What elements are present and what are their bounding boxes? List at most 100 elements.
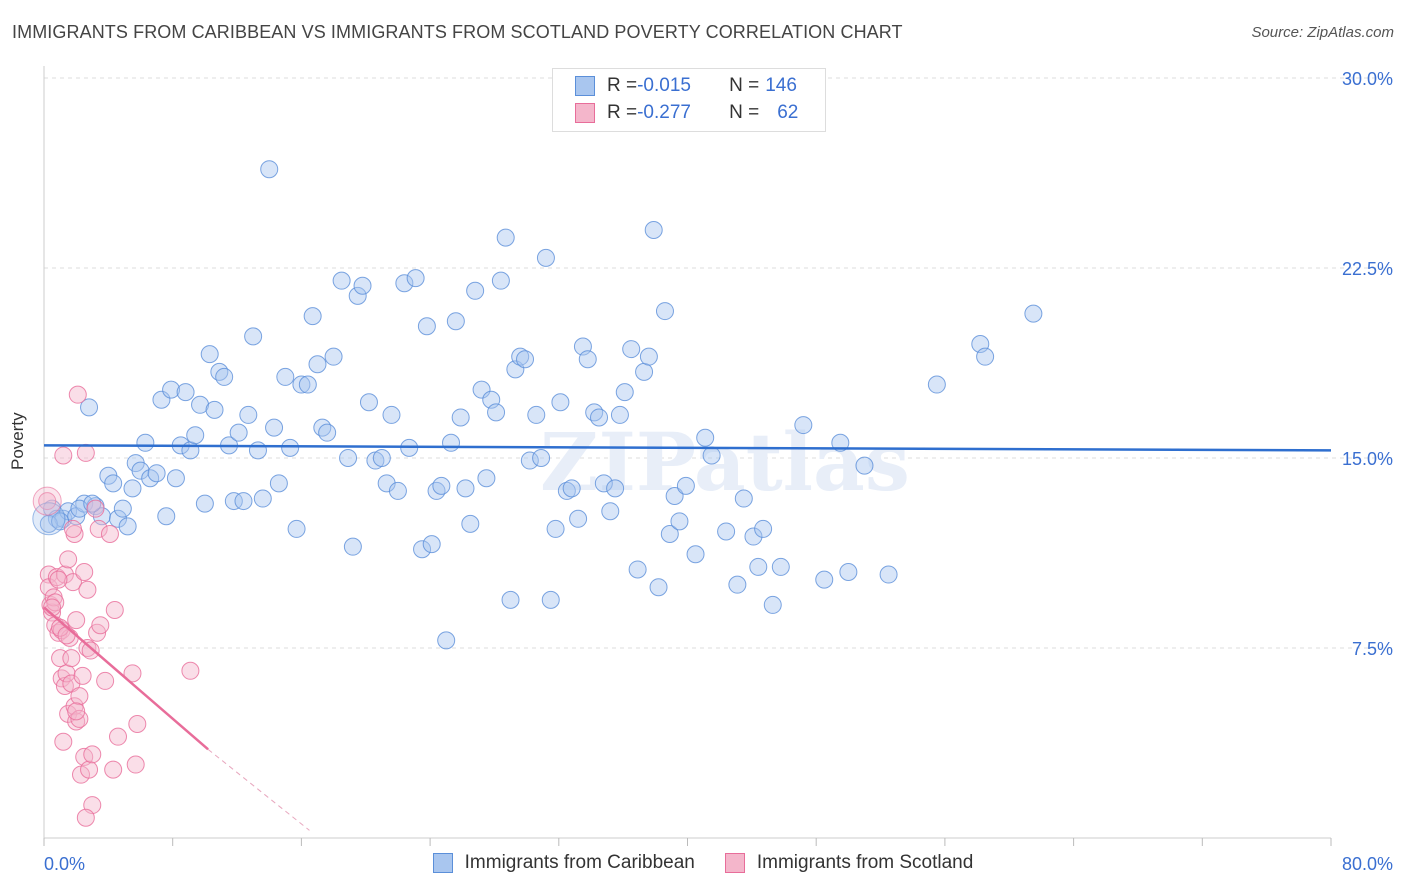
caribbean-point (152, 390, 171, 409)
caribbean-point (205, 400, 224, 419)
caribbean-point (601, 502, 620, 521)
caribbean-point (855, 456, 874, 475)
caribbean-point (298, 375, 317, 394)
caribbean-point (520, 451, 539, 470)
caribbean-point (253, 489, 272, 508)
caribbean-point (118, 517, 137, 536)
caribbean-point (639, 347, 658, 366)
caribbean-point (104, 474, 123, 493)
caribbean-point (359, 393, 378, 412)
scotland-point (67, 702, 86, 721)
caribbean-point (541, 590, 560, 609)
y-tick-label: 30.0% (1342, 69, 1393, 89)
caribbean-point (532, 449, 551, 467)
caribbean-point (200, 345, 219, 364)
caribbean-point (606, 479, 625, 498)
x-tick-label: 80.0% (1342, 854, 1393, 874)
legend-item-caribbean[interactable]: Immigrants from Caribbean (432, 852, 695, 874)
caribbean-point (287, 519, 306, 538)
caribbean-point (451, 408, 470, 427)
caribbean-point (1024, 304, 1043, 323)
caribbean-point (655, 302, 674, 321)
caribbean-point (83, 494, 102, 513)
caribbean-point (562, 479, 581, 498)
watermark: ZIPatlas (540, 415, 910, 509)
caribbean-point (501, 590, 520, 609)
caribbean-point (348, 286, 367, 305)
caribbean-point (406, 269, 425, 288)
caribbean-point (546, 519, 565, 538)
caribbean-trendline (43, 444, 1332, 452)
scotland-trendline-extension (207, 748, 310, 831)
caribbean-point (109, 509, 128, 528)
caribbean-point (244, 327, 263, 346)
scotland-point (100, 525, 119, 543)
caribbean-point (427, 481, 446, 500)
scotland-trendline (43, 606, 209, 751)
caribbean-point (269, 474, 288, 493)
scotland-point (63, 573, 82, 592)
caribbean-point (181, 441, 200, 460)
caribbean-point (303, 307, 322, 326)
x-tick-label: 0.0% (44, 854, 85, 874)
scotland-point (78, 580, 97, 599)
caribbean-point (372, 449, 391, 467)
caribbean-point (696, 428, 715, 447)
scotland-point (83, 745, 102, 764)
scotland-point (123, 664, 142, 683)
caribbean-point (332, 271, 351, 290)
caribbean-point (472, 380, 491, 399)
caribbean-point (551, 393, 570, 412)
caribbean-point (734, 489, 753, 508)
r-value: -0.015 (637, 75, 691, 96)
caribbean-point (147, 464, 166, 483)
legend-item-scotland[interactable]: Immigrants from Scotland (724, 852, 974, 874)
caribbean-point (686, 545, 705, 564)
scotland-point (76, 443, 95, 462)
caribbean-point (324, 347, 343, 366)
caribbean-point (224, 492, 243, 511)
caribbean-point (388, 481, 407, 500)
caribbean-point (437, 631, 456, 650)
caribbean-point (794, 416, 813, 435)
caribbean-point (432, 476, 451, 495)
y-tick-label: 15.0% (1342, 449, 1393, 469)
caribbean-point (318, 423, 337, 442)
scotland-point (46, 593, 65, 612)
caribbean-point (186, 426, 205, 445)
caribbean-point (578, 350, 597, 369)
caribbean-point (229, 423, 248, 442)
caribbean-point (417, 317, 436, 336)
scotland-swatch (575, 103, 595, 123)
caribbean-point (615, 383, 634, 402)
caribbean-point (622, 340, 641, 359)
stats-legend: R = -0.015 N = 146 R = -0.277 N = 62 (552, 68, 826, 132)
r-value: -0.277 (637, 102, 691, 123)
caribbean-point (976, 347, 995, 366)
caribbean-point (644, 221, 663, 239)
source-label: Source: ZipAtlas.com (1251, 24, 1394, 41)
caribbean-point (413, 540, 432, 559)
legend-label-scotland: Immigrants from Scotland (756, 852, 974, 873)
caribbean-point (215, 367, 234, 386)
scotland-point (67, 611, 86, 630)
caribbean-point (176, 383, 195, 402)
scotland-point (109, 727, 128, 746)
caribbean-point (831, 433, 850, 452)
scotland-point (59, 550, 78, 569)
scotland-point (63, 519, 82, 538)
r-label: R = (607, 102, 638, 123)
caribbean-point (771, 557, 790, 576)
caribbean-point (660, 525, 679, 543)
caribbean-point (635, 362, 654, 381)
caribbean-point (585, 403, 604, 422)
caribbean-point (728, 575, 747, 594)
caribbean-point (395, 274, 414, 293)
legend-label-caribbean: Immigrants from Caribbean (464, 852, 695, 873)
caribbean-point (343, 537, 362, 556)
scotland-point (62, 649, 81, 668)
chart-title: IMMIGRANTS FROM CARIBBEAN VS IMMIGRANTS … (12, 22, 903, 42)
r-label: R = (607, 75, 638, 96)
caribbean-point (382, 405, 401, 424)
